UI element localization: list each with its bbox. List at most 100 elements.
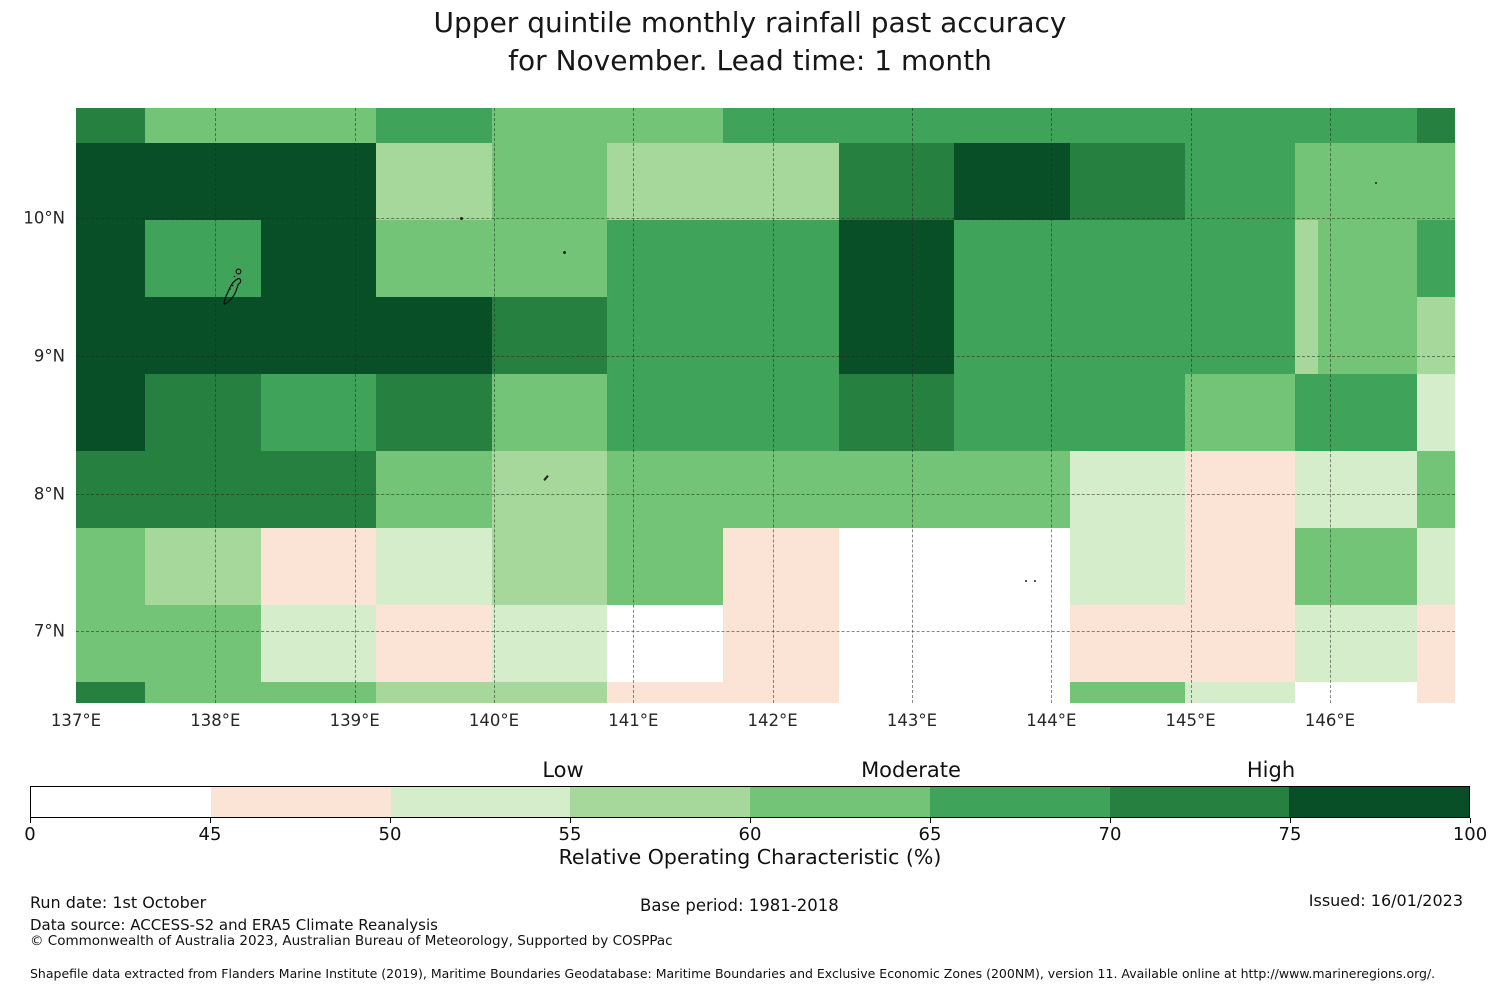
gridline-meridian (772, 108, 774, 703)
roc-cell (1416, 682, 1455, 703)
roc-cell (1317, 528, 1417, 605)
roc-row (76, 143, 1455, 220)
roc-cell (838, 108, 955, 143)
colorbar (30, 786, 1470, 818)
roc-cell (1069, 451, 1186, 528)
colorbar-tick-label: 65 (918, 824, 942, 845)
gridline-parallel (76, 356, 1455, 357)
roc-cell (1294, 682, 1318, 703)
gridline-parallel (76, 494, 1455, 495)
colorbar-tick (750, 818, 751, 823)
roc-cell (1416, 108, 1455, 143)
colorbar-segment (570, 787, 750, 817)
roc-grid (76, 108, 1455, 703)
colorbar-class-high: High (1246, 758, 1296, 782)
roc-cell (1069, 682, 1186, 703)
roc-cell (722, 297, 839, 374)
roc-row (76, 108, 1455, 143)
roc-cell (1416, 605, 1455, 682)
roc-cell (954, 220, 1070, 297)
roc-cell (376, 451, 492, 528)
roc-cell (1185, 451, 1295, 528)
colorbar-segment (210, 787, 391, 817)
roc-cell (1294, 143, 1318, 220)
roc-cell (722, 605, 839, 682)
colorbar-segment (929, 787, 1110, 817)
roc-cell (376, 297, 492, 374)
roc-row (76, 528, 1455, 605)
lon-tick-label: 146°E (1304, 711, 1356, 730)
lon-tick-label: 144°E (1026, 711, 1077, 730)
roc-cell (838, 605, 955, 682)
roc-cell (491, 682, 608, 703)
lon-tick-label: 140°E (468, 711, 520, 730)
roc-cell (954, 108, 1070, 143)
roc-cell (376, 220, 492, 297)
roc-cell (838, 528, 955, 605)
roc-cell (954, 451, 1070, 528)
roc-cell (722, 220, 839, 297)
lon-tick-label: 139°E (329, 711, 380, 730)
colorbar-tick (390, 818, 391, 823)
lat-tick-label: 7°N (33, 621, 65, 641)
roc-cell (1069, 605, 1186, 682)
colorbar-segment (750, 787, 930, 817)
roc-cell (607, 108, 723, 143)
roc-cell (607, 143, 723, 220)
lon-tick-label: 143°E (886, 711, 938, 730)
roc-cell (607, 297, 723, 374)
roc-cell (76, 528, 145, 605)
roc-cell (954, 374, 1070, 451)
colorbar-tick (1290, 818, 1291, 823)
colorbar-tick-label: 0 (24, 824, 36, 845)
roc-cell (1317, 374, 1417, 451)
roc-cell (838, 143, 955, 220)
roc-cell (954, 143, 1070, 220)
roc-cell (1185, 374, 1295, 451)
roc-cell (722, 374, 839, 451)
roc-cell (376, 605, 492, 682)
roc-cell (1294, 220, 1318, 297)
colorbar-tick-label: 45 (198, 824, 222, 845)
roc-cell (145, 682, 261, 703)
roc-cell (76, 605, 145, 682)
gridline-meridian (215, 108, 217, 703)
roc-cell (607, 374, 723, 451)
roc-cell (260, 374, 377, 451)
roc-cell (1317, 143, 1417, 220)
roc-cell (722, 682, 839, 703)
lat-tick-label: 8°N (33, 484, 65, 504)
roc-cell (1185, 682, 1295, 703)
roc-cell (1294, 108, 1318, 143)
footer-copyright: © Commonwealth of Australia 2023, Austra… (30, 933, 673, 949)
roc-row (76, 297, 1455, 374)
roc-cell (1416, 451, 1455, 528)
roc-cell (1069, 143, 1186, 220)
roc-cell (1317, 682, 1417, 703)
roc-cell (1294, 374, 1318, 451)
roc-cell (1185, 528, 1295, 605)
roc-cell (1294, 297, 1318, 374)
roc-cell (491, 451, 608, 528)
lat-tick-label: 10°N (23, 208, 65, 228)
roc-cell (145, 297, 261, 374)
roc-cell (1185, 220, 1295, 297)
roc-cell (722, 108, 839, 143)
roc-cell (954, 528, 1070, 605)
footer-shapefile-note: Shapefile data extracted from Flanders M… (30, 966, 1436, 981)
roc-cell (838, 682, 955, 703)
roc-row (76, 374, 1455, 451)
roc-cell (1069, 528, 1186, 605)
roc-cell (376, 528, 492, 605)
island-speck (563, 251, 566, 254)
colorbar-tick (1110, 818, 1111, 823)
island-speck (1375, 182, 1377, 184)
colorbar-tick-label: 70 (1098, 824, 1122, 845)
roc-cell (607, 682, 723, 703)
roc-cell (376, 682, 492, 703)
roc-row (76, 682, 1455, 703)
roc-cell (145, 220, 261, 297)
roc-cell (1317, 451, 1417, 528)
roc-cell (145, 143, 261, 220)
